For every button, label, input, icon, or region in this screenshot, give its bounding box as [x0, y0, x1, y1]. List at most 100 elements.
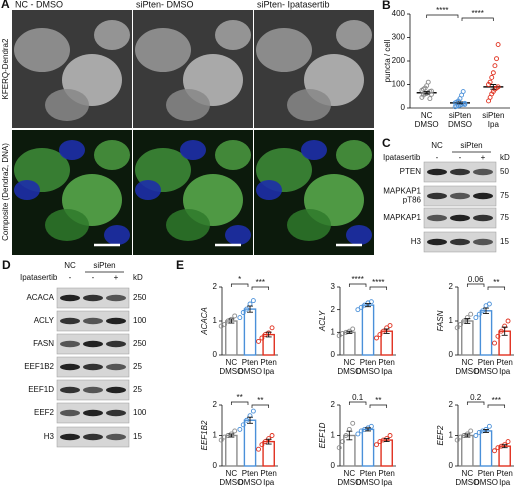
data-point — [218, 437, 224, 443]
blot-group: NC — [64, 261, 76, 270]
y-axis-label: EEF1B2 — [200, 420, 209, 450]
data-point — [494, 56, 499, 62]
x-tick-label: DMSO — [219, 367, 243, 376]
error-bar — [265, 331, 272, 338]
kd-label: 100 — [133, 316, 147, 325]
protein-label: H3 — [411, 237, 422, 246]
significance-bracket — [230, 401, 249, 405]
data-point — [377, 332, 383, 338]
data-point — [259, 442, 265, 448]
data-point — [490, 70, 496, 76]
cell — [336, 140, 372, 170]
data-point — [250, 408, 256, 414]
column-label: siPten- Ipatasertib — [257, 0, 330, 9]
significance-bracket — [466, 401, 485, 405]
significance-label: ** — [493, 278, 499, 287]
band — [60, 386, 80, 394]
cell — [94, 140, 130, 170]
kd-label: 25 — [133, 362, 142, 371]
data-point — [480, 308, 486, 314]
error-bar — [265, 438, 272, 445]
kd-label: 250 — [133, 293, 147, 302]
treatment-sign: - — [92, 273, 95, 282]
x-tick-label: Ipa — [263, 367, 275, 376]
significance-label: **** — [471, 9, 483, 18]
significance-label: 0.1 — [352, 393, 364, 402]
y-tick-label: 3 — [331, 282, 336, 291]
treatment-label: Ipatasertib — [20, 273, 58, 282]
y-tick-label: 1 — [449, 431, 454, 440]
x-tick-label: DMSO — [474, 367, 498, 376]
protein-label: EEF1B2 — [24, 362, 54, 371]
bar — [498, 445, 511, 467]
y-tick-label: 2 — [331, 305, 336, 314]
x-tick-label: Pten — [360, 469, 376, 478]
data-point — [505, 318, 511, 324]
y-axis-label: EEF1D — [318, 422, 327, 448]
significance-bracket — [230, 283, 249, 287]
protein-label: MAPKAP1 — [383, 213, 421, 222]
band — [60, 294, 80, 302]
significance-label: **** — [436, 6, 448, 15]
significance-bracket — [426, 14, 459, 18]
significance-label: 0.2 — [470, 393, 482, 402]
nucleus — [225, 225, 251, 245]
band — [83, 363, 103, 371]
data-point — [368, 299, 374, 305]
data-point — [486, 301, 492, 307]
unit-label: kD — [500, 153, 510, 162]
significance-bracket — [251, 404, 270, 408]
y-tick-label: 2 — [213, 400, 218, 409]
significance-bracket — [348, 401, 367, 405]
data-point — [462, 102, 468, 107]
band — [106, 433, 126, 441]
bar — [380, 439, 393, 467]
data-point — [358, 304, 364, 310]
bar — [243, 419, 257, 467]
x-tick-label: NC — [344, 469, 356, 478]
nucleus — [59, 140, 85, 160]
band — [83, 386, 103, 394]
data-point — [232, 428, 238, 434]
band — [83, 340, 103, 348]
data-point — [498, 328, 504, 334]
data-point — [262, 439, 268, 445]
x-tick-label: Pten — [478, 469, 494, 478]
data-point — [505, 439, 511, 445]
x-tick-label: Ipa — [381, 367, 393, 376]
band — [106, 363, 126, 371]
cell — [336, 20, 372, 50]
panel-label: C — [382, 136, 391, 150]
bar — [461, 320, 474, 356]
band — [106, 409, 126, 417]
significance-label: **** — [372, 278, 384, 287]
data-point — [486, 423, 492, 429]
y-tick-label: 400 — [392, 9, 406, 18]
band — [106, 340, 126, 348]
x-tick-label: DMSO — [238, 478, 262, 487]
nucleus — [301, 140, 327, 160]
cell — [215, 140, 251, 170]
x-tick-label: siPten — [449, 111, 471, 120]
data-point — [495, 333, 501, 339]
data-point — [269, 433, 275, 438]
cell — [94, 20, 130, 50]
cell — [166, 89, 210, 121]
data-point — [495, 84, 501, 90]
data-point — [247, 301, 253, 307]
significance-label: ** — [237, 393, 243, 402]
y-tick-label: 0 — [213, 350, 218, 359]
cell — [215, 20, 251, 50]
band — [106, 386, 126, 394]
panel-label: A — [1, 0, 10, 11]
protein-label: PTEN — [400, 167, 422, 176]
data-point — [355, 307, 361, 313]
treatment-sign: - — [459, 153, 462, 162]
x-tick-label: Pten — [260, 469, 276, 478]
blot-group: siPten — [460, 141, 482, 150]
data-point — [487, 79, 493, 85]
error-bar — [346, 330, 353, 334]
protein-label: H3 — [44, 432, 55, 441]
data-point — [256, 446, 261, 452]
